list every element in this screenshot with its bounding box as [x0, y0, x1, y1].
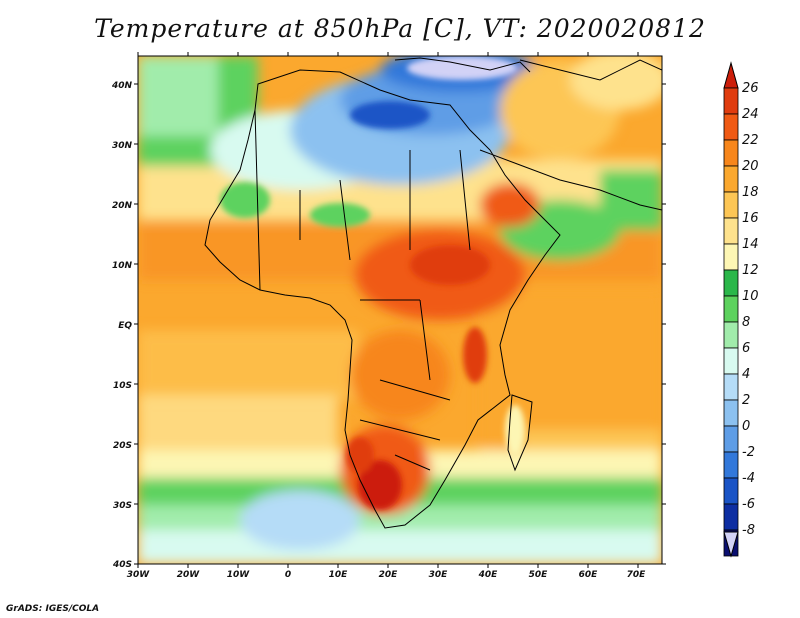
map-title: Temperature at 850hPa [C], VT: 202002081… — [94, 14, 706, 43]
colorbar-box — [723, 191, 739, 219]
colorbar-box — [723, 347, 739, 375]
temperature-field — [138, 56, 662, 564]
colorbar-bottom-triangle — [723, 531, 739, 558]
latitude-labels: 40N 30N 20N 10N EQ 10S 20S 30S 40S — [111, 81, 133, 570]
colorbar-label: 22 — [742, 133, 759, 148]
coastlines — [204, 57, 662, 529]
lat-label: 20N — [112, 201, 133, 211]
colorbar-label: -4 — [742, 471, 755, 486]
lat-label: 40N — [111, 81, 133, 91]
lon-label: 20W — [177, 570, 201, 580]
colorbar-label: 8 — [742, 315, 750, 330]
colorbar-box — [723, 373, 739, 401]
lat-label: 10S — [113, 381, 132, 391]
lon-label: 20E — [379, 570, 399, 580]
lat-label: EQ — [118, 321, 132, 331]
lon-label: 0 — [285, 570, 291, 580]
colorbar-label: 16 — [742, 211, 759, 226]
lon-label: 30E — [429, 570, 449, 580]
lon-label: 40E — [478, 570, 499, 580]
colorbar-box — [723, 113, 739, 141]
lat-label: 10N — [112, 261, 133, 271]
lon-label: 60E — [579, 570, 599, 580]
colorbar-box — [723, 139, 739, 167]
colorbar-box — [723, 295, 739, 323]
colorbar-label: 12 — [742, 263, 759, 278]
colorbar-label: 20 — [742, 159, 759, 174]
colorbar-label: 2 — [742, 393, 750, 408]
lon-label: 30W — [127, 570, 151, 580]
colorbar-box — [723, 165, 739, 193]
colorbar-label: 0 — [742, 419, 750, 434]
lon-label: 50E — [529, 570, 549, 580]
colorbar-label: 14 — [742, 237, 759, 252]
map-frame — [137, 55, 663, 565]
colorbar-label: 4 — [742, 367, 750, 382]
lat-label: 30S — [113, 501, 132, 511]
colorbar-box — [723, 321, 739, 349]
colorbar-box — [723, 87, 739, 115]
colorbar-label: -8 — [742, 523, 755, 538]
colorbar-label: 24 — [742, 107, 759, 122]
colorbar-box — [723, 477, 739, 505]
colorbar: 26 24 22 20 18 16 14 12 10 8 6 4 2 0 -2 … — [723, 61, 759, 558]
lon-label: 10E — [329, 570, 349, 580]
lon-label: 70E — [627, 570, 647, 580]
credit-label: GrADS: IGES/COLA — [6, 604, 100, 614]
colorbar-box — [723, 217, 739, 245]
longitude-labels: 30W 20W 10W 0 10E 20E 30E 40E 50E 60E 70… — [127, 570, 646, 580]
colorbar-label: 10 — [742, 289, 759, 304]
colorbar-label: -6 — [742, 497, 755, 512]
colorbar-label: 26 — [742, 81, 759, 96]
colorbar-label: 6 — [742, 341, 750, 356]
colorbar-box — [723, 269, 739, 297]
lat-label: 20S — [113, 441, 132, 451]
colorbar-top-triangle — [723, 61, 739, 89]
lat-label: 30N — [112, 141, 133, 151]
lon-label: 10W — [227, 570, 251, 580]
axis-ticks — [134, 52, 666, 568]
colorbar-box — [723, 503, 739, 531]
colorbar-box — [723, 399, 739, 427]
colorbar-box — [723, 243, 739, 271]
colorbar-box — [723, 451, 739, 479]
colorbar-box — [723, 425, 739, 453]
colorbar-label: -2 — [742, 445, 755, 460]
lat-label: 40S — [112, 560, 132, 570]
colorbar-label: 18 — [742, 185, 759, 200]
